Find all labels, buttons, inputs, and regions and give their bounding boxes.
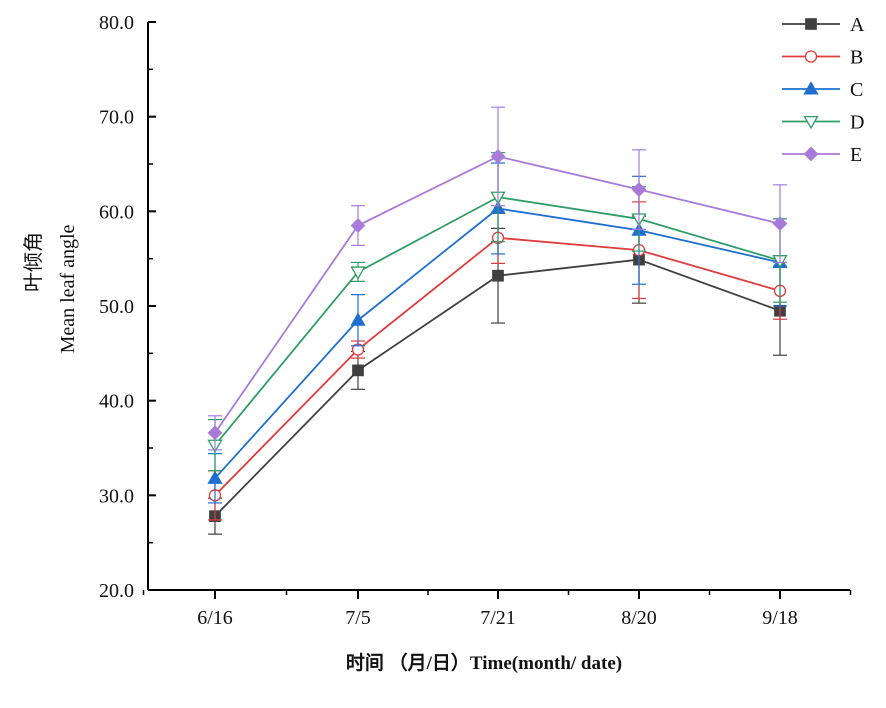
legend-marker: [803, 115, 819, 130]
data-point: [207, 470, 223, 484]
data-point: [772, 216, 788, 232]
y-tick-label: 40.0: [99, 391, 134, 413]
legend-label: B: [850, 47, 863, 69]
y-tick-label: 30.0: [99, 485, 134, 507]
data-point: [207, 425, 223, 441]
data-point: [631, 182, 647, 197]
y-tick-label: 60.0: [99, 201, 134, 223]
x-tick-label: 6/16: [197, 607, 233, 629]
legend-entry: C: [782, 79, 863, 101]
data-point: [350, 312, 366, 326]
y-tick-label: 70.0: [99, 107, 134, 129]
data-point: [490, 149, 506, 164]
legend-entry: D: [782, 112, 864, 134]
y-tick-label: 20.0: [99, 580, 134, 602]
legend-marker: [805, 18, 817, 30]
legend-marker: [803, 146, 819, 162]
legend-entry: A: [782, 14, 865, 36]
x-tick-label: 7/5: [345, 607, 371, 629]
data-point: [350, 218, 366, 233]
y-axis-title: Mean leaf angle: [57, 224, 79, 353]
series-E: [207, 106, 788, 451]
legend-marker: [803, 81, 819, 95]
data-point: [350, 266, 366, 280]
x-axis-title: 时间 （月/日）Time(month/ date): [346, 651, 622, 674]
y-tick-label: 50.0: [99, 296, 134, 318]
series-layer: [207, 106, 788, 535]
x-tick-label: 9/18: [762, 607, 798, 629]
legend-label: A: [850, 14, 865, 36]
y-tick-label: 80.0: [99, 12, 134, 34]
x-tick-label: 8/20: [621, 607, 657, 629]
data-point: [352, 364, 364, 377]
y-axis-title-cn: 叶倾角: [22, 232, 45, 292]
legend-label: C: [850, 79, 863, 101]
axes: 20.0 30.0 40.0 50.0 60.0 70.0 80.0 6/16 7/5 7/21 8…: [99, 12, 852, 629]
legend-entry: B: [782, 47, 863, 69]
legend-label: E: [850, 144, 862, 166]
legend-marker: [804, 50, 818, 63]
data-point: [492, 269, 504, 282]
x-tick-label: 7/21: [480, 607, 516, 629]
legend-label: D: [850, 112, 864, 134]
legend-entry: E: [782, 144, 862, 166]
